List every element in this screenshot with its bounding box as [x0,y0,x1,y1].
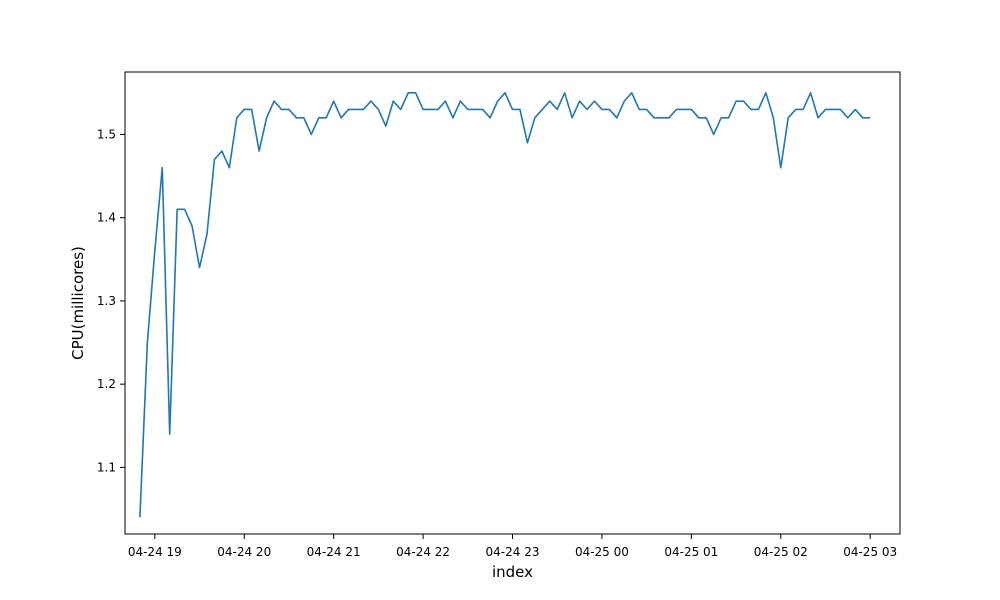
x-tick-label: 04-24 22 [396,545,450,559]
plot-area [125,72,900,534]
series-layer [139,92,871,518]
series-line-0 [139,92,871,518]
y-axis-ticks: 1.1 1.2 1.3 1.4 1.5 [97,127,125,474]
y-tick-label: 1.2 [97,377,116,391]
y-tick-label: 1.1 [97,460,116,474]
x-axis-label: index [492,563,533,581]
y-tick-label: 1.4 [97,211,116,225]
x-tick-label: 04-25 00 [575,545,629,559]
x-tick-label: 04-25 03 [843,545,897,559]
x-tick-label: 04-24 21 [307,545,361,559]
y-axis-label: CPU(millicores) [69,246,87,360]
y-tick-label: 1.3 [97,294,116,308]
x-tick-label: 04-24 19 [128,545,182,559]
x-tick-label: 04-24 20 [217,545,271,559]
y-tick-label: 1.5 [97,127,116,141]
x-tick-label: 04-25 01 [664,545,718,559]
x-tick-label: 04-24 23 [486,545,540,559]
x-tick-label: 04-25 02 [754,545,808,559]
x-axis-ticks: 04-24 19 04-24 20 04-24 21 04-24 22 04-24 23… [128,534,897,559]
